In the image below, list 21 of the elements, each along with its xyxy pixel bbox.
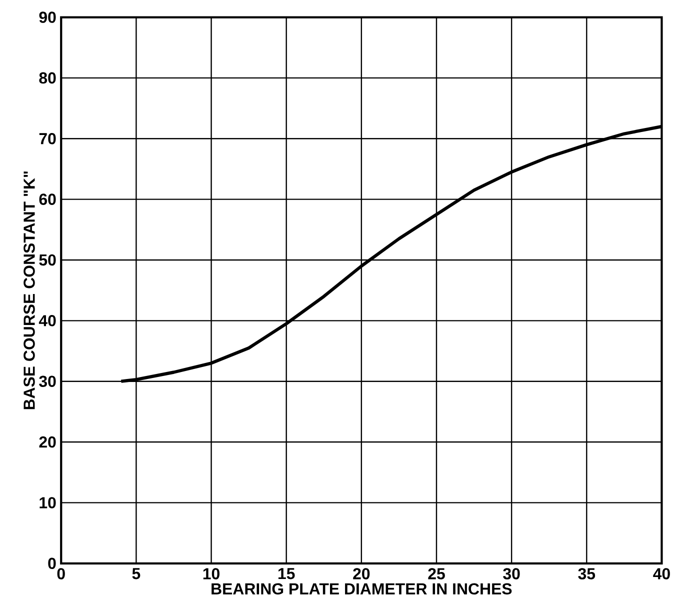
y-axis-title: BASE COURSE CONSTANT "K" <box>24 172 35 410</box>
x-tick-label: 5 <box>132 568 140 580</box>
y-tick-label: 20 <box>39 436 56 448</box>
y-tick-label: 80 <box>39 72 56 84</box>
y-tick-label: 0 <box>48 558 56 570</box>
y-tick-label: 30 <box>39 376 56 388</box>
y-tick-label: 90 <box>39 12 56 23</box>
y-tick-label: 40 <box>38 315 56 326</box>
x-tick-label: 40 <box>653 568 670 580</box>
x-tick-label: 30 <box>503 568 520 580</box>
x-tick-label: 20 <box>353 568 370 580</box>
y-tick-label: 60 <box>39 194 56 205</box>
x-tick-label: 35 <box>578 568 596 580</box>
y-tick-label: 50 <box>39 254 56 266</box>
y-tick-label: 70 <box>39 133 56 144</box>
x-tick-label: 10 <box>203 568 220 580</box>
x-tick-label: 15 <box>278 568 295 580</box>
x-axis-title: BEARING PLATE DIAMETER IN INCHES <box>212 583 512 595</box>
x-tick-label: 0 <box>57 568 65 580</box>
x-tick-label: 25 <box>428 568 445 580</box>
y-tick-label: 10 <box>40 497 56 508</box>
